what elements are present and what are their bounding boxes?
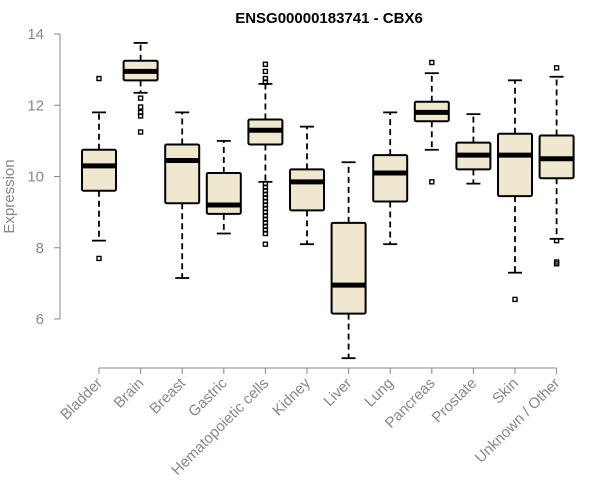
outlier-point <box>137 95 144 101</box>
box-group-prostate <box>455 113 492 185</box>
outlier-point <box>512 296 518 303</box>
box <box>164 143 201 205</box>
y-tick-label: 14 <box>27 26 44 43</box>
x-tick-label: Kidney <box>269 374 314 419</box>
outlier-point <box>429 179 435 185</box>
box-group-breast <box>164 111 201 279</box>
y-tick-label: 12 <box>27 97 44 114</box>
outlier-point <box>553 237 560 244</box>
x-tick-label: Skin <box>489 375 522 408</box>
outlier-point <box>262 230 269 237</box>
outlier-point <box>553 261 560 267</box>
x-tick-label: Brain <box>111 375 148 412</box>
outlier-point <box>553 65 560 71</box>
x-tick-label: Lung <box>361 375 397 411</box>
outlier-point <box>137 129 144 135</box>
y-tick-label: 8 <box>36 240 44 257</box>
outlier-point <box>429 59 435 66</box>
box-group-liver <box>330 161 367 360</box>
box-group-unknown-other <box>538 65 575 267</box>
box <box>81 148 117 192</box>
box-group-pancreas <box>413 59 450 185</box>
outlier-point <box>262 68 269 75</box>
y-axis-label: Expression <box>1 159 18 233</box>
y-tick-label: 6 <box>36 311 44 328</box>
box-group-kidney <box>289 125 325 246</box>
outlier-point <box>96 255 102 262</box>
box-group-hematopoietic-cells <box>247 61 284 247</box>
box-group-bladder <box>81 75 117 262</box>
box <box>330 221 367 315</box>
box-group-gastric <box>205 139 242 235</box>
plot-area <box>81 42 575 360</box>
chart-title: ENSG00000183741 - CBX6 <box>235 10 423 27</box>
outlier-point <box>262 61 269 67</box>
box <box>497 132 533 198</box>
outlier-point <box>262 241 269 247</box>
y-tick-label: 10 <box>27 169 44 186</box>
x-tick-label: Breast <box>146 374 189 417</box>
box-group-brain <box>122 42 159 135</box>
y-axis: 6 8 10 12 14 <box>27 26 61 328</box>
outlier-point <box>137 113 144 119</box>
outlier-point <box>96 75 102 82</box>
x-tick-label: Bladder <box>57 375 106 424</box>
x-tick-label: Liver <box>320 375 355 410</box>
outlier-point <box>262 79 269 85</box>
x-tick-label: Prostate <box>429 375 481 427</box>
box-group-lung <box>372 111 409 246</box>
box <box>289 168 325 212</box>
box-group-skin <box>497 79 533 303</box>
box <box>372 154 409 203</box>
box <box>205 171 242 215</box>
outlier-point <box>137 104 144 110</box>
